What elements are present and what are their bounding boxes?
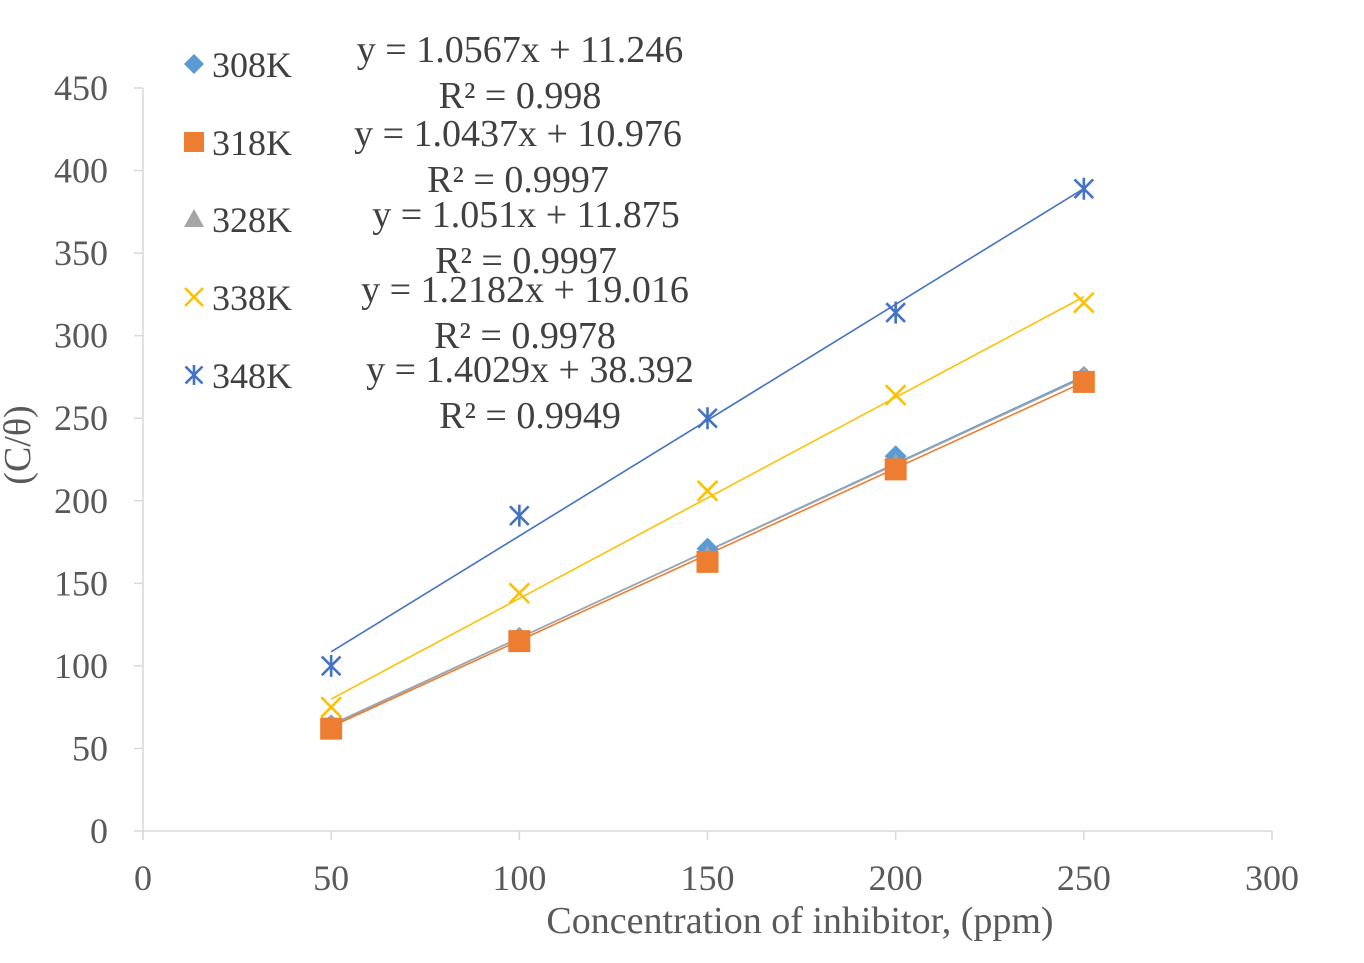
legend-marker-348K [184, 365, 204, 385]
r-squared-338K: R² = 0.9978 [434, 315, 616, 357]
x-tick-label: 300 [1245, 858, 1299, 898]
y-tick-label: 400 [54, 151, 108, 191]
r-squared-328K: R² = 0.9997 [435, 240, 617, 282]
point-318K [884, 458, 907, 481]
y-tick-label: 300 [54, 316, 108, 356]
legend-marker-308K [184, 54, 204, 74]
x-tick-label: 0 [134, 858, 152, 898]
y-tick-label: 350 [54, 233, 108, 273]
y-tick-label: 200 [54, 481, 108, 521]
point-348K [697, 407, 718, 430]
y-tick-label: 450 [54, 68, 108, 108]
point-338K [696, 480, 719, 502]
legend-marker-338K [184, 287, 204, 307]
x-tick-label: 200 [869, 858, 923, 898]
y-tick-label: 50 [72, 728, 108, 768]
legend-label-328K: 328K [212, 200, 292, 240]
r-squared-318K: R² = 0.9997 [427, 159, 609, 201]
equation-318K: y = 1.0437x + 10.976 [354, 113, 682, 155]
point-318K [1072, 370, 1095, 393]
r-squared-348K: R² = 0.9949 [439, 395, 621, 437]
x-tick-label: 100 [492, 858, 546, 898]
trendline-338K [330, 296, 1085, 700]
point-318K [508, 630, 531, 653]
equation-308K: y = 1.0567x + 11.246 [357, 29, 683, 71]
y-tick-label: 250 [54, 398, 108, 438]
data-points [320, 177, 1095, 740]
point-318K [320, 717, 343, 740]
legend-label-318K: 318K [212, 123, 292, 163]
point-318K [696, 550, 719, 573]
legend: 308K 318K 328K 338K 348K [184, 45, 292, 396]
legend-label-348K: 348K [212, 356, 292, 396]
axes: 0 50 100 150 200 250 300 0 50 100 150 200 250 300 350 4… [54, 68, 1299, 898]
y-tick-label: 100 [54, 646, 108, 686]
point-348K [885, 301, 906, 324]
legend-label-308K: 308K [212, 45, 292, 85]
x-axis-title: Concentration of inhibitor, (ppm) [546, 900, 1053, 942]
y-tick-label: 0 [90, 811, 108, 851]
point-348K [509, 504, 530, 527]
equation-328K: y = 1.051x + 11.875 [372, 194, 679, 236]
point-348K [320, 654, 342, 677]
point-338K [884, 384, 907, 406]
x-tick-label: 250 [1057, 858, 1111, 898]
point-338K [320, 696, 342, 718]
r-squared-308K: R² = 0.998 [439, 75, 602, 117]
x-tick-label: 50 [313, 858, 349, 898]
point-348K [1073, 177, 1095, 200]
equation-338K: y = 1.2182x + 19.016 [361, 269, 689, 311]
point-338K [508, 582, 531, 605]
legend-marker-328K [184, 209, 204, 227]
point-338K [1073, 291, 1095, 314]
y-axis-title: (C/θ) [0, 405, 39, 484]
y-tick-label: 150 [54, 563, 108, 603]
legend-marker-318K [184, 132, 204, 152]
x-tick-label: 150 [681, 858, 735, 898]
legend-label-338K: 338K [212, 278, 292, 318]
equation-348K: y = 1.4029x + 38.392 [366, 349, 694, 391]
